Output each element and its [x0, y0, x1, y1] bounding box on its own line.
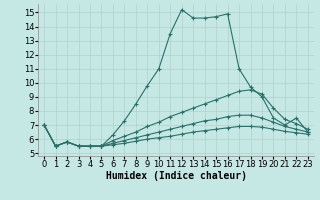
X-axis label: Humidex (Indice chaleur): Humidex (Indice chaleur) — [106, 171, 246, 181]
